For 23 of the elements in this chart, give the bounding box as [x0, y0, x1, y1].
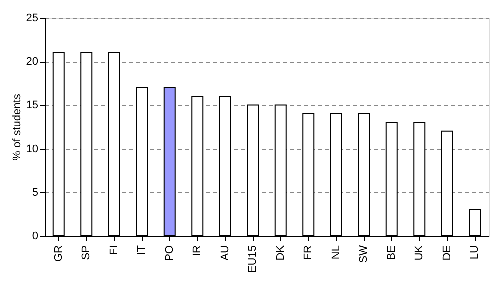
- y-tick-label: 5: [32, 186, 38, 199]
- x-tick-label: FR: [302, 245, 315, 260]
- x-tick-label: FI: [108, 246, 120, 256]
- x-tick-label: DK: [274, 244, 287, 261]
- y-tick-label: 25: [26, 12, 38, 24]
- x-tick-label: DE: [441, 246, 454, 261]
- x-tick-label: PO: [164, 245, 176, 262]
- y-tick-label: 10: [26, 143, 38, 156]
- x-tick-label: IT: [136, 245, 148, 256]
- y-tick-label: 0: [32, 230, 38, 242]
- x-tick-label: GR: [52, 245, 65, 262]
- x-tick-label: BE: [386, 246, 398, 260]
- x-tick-label: IR: [192, 245, 204, 256]
- x-tick-label: UK: [414, 244, 426, 261]
- x-tick-label: EU15: [247, 246, 260, 274]
- y-tick-label: 15: [26, 100, 38, 112]
- x-tick-label: SP: [80, 246, 93, 260]
- x-tick-label: LU: [469, 245, 482, 260]
- y-axis-title: % of students: [11, 94, 24, 161]
- y-tick-label: 20: [26, 56, 38, 68]
- x-tick-label: AU: [219, 245, 232, 261]
- x-tick-label: NL: [330, 246, 342, 260]
- x-tick-label: SW: [358, 244, 370, 264]
